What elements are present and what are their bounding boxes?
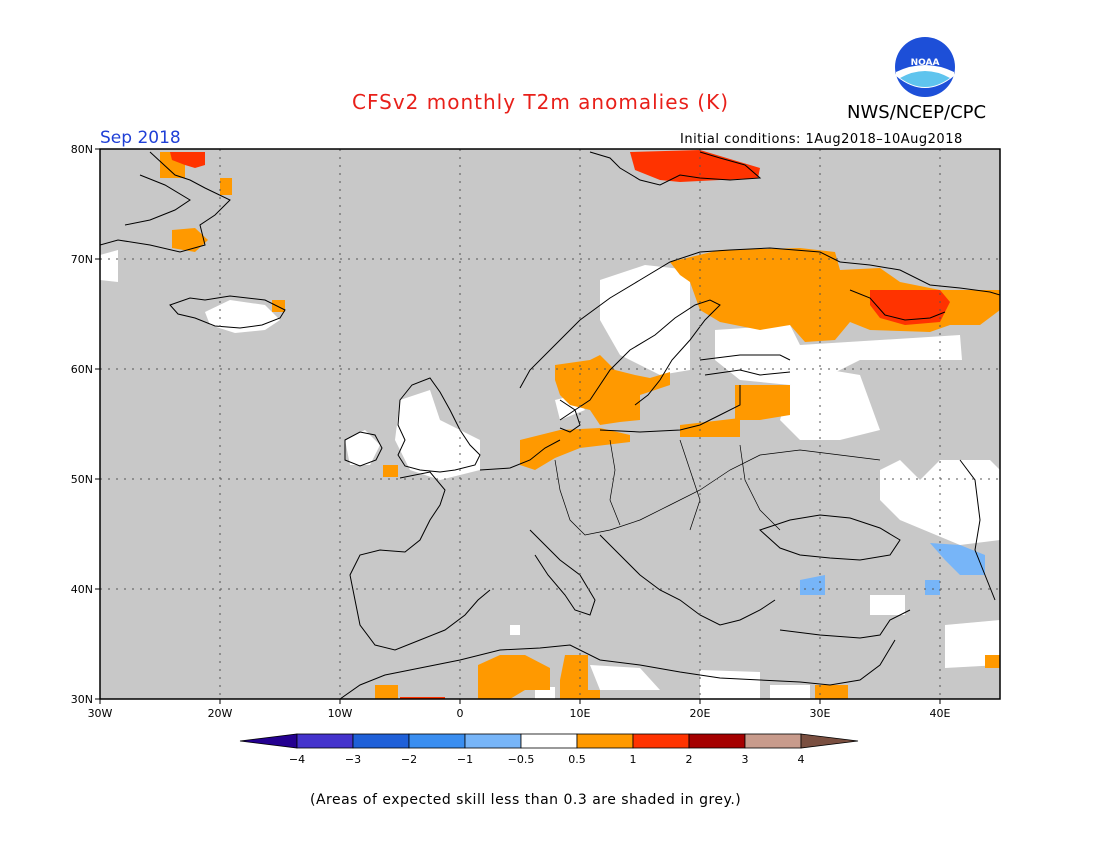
noaa-logo: NOAA: [895, 37, 955, 97]
lat-tick-label: 40N: [71, 583, 93, 596]
colorbar-label: −4: [289, 753, 305, 766]
graticule: [100, 149, 1000, 699]
lat-tick-label: 30N: [71, 693, 93, 706]
chart-title: CFSv2 monthly T2m anomalies (K): [352, 90, 729, 114]
lat-tick-labels: 80N 70N 60N 50N 40N 30N: [71, 143, 93, 706]
colorbar-label: 4: [798, 753, 805, 766]
lat-tick-label: 50N: [71, 473, 93, 486]
colorbar-label: −3: [345, 753, 361, 766]
svg-text:NOAA: NOAA: [911, 58, 940, 68]
forecast-month: Sep 2018: [100, 128, 181, 148]
cool-areas: [800, 543, 985, 595]
colorbar-label: 3: [742, 753, 749, 766]
colorbar: −4 −3 −2 −1 −0.5 0.5 1 2 3 4: [239, 733, 859, 766]
colorbar-label: 0.5: [568, 753, 586, 766]
agency-label: NWS/NCEP/CPC: [847, 102, 987, 123]
lon-tick-label: 10W: [328, 707, 353, 720]
lat-tick-label: 80N: [71, 143, 93, 156]
coastlines: [100, 151, 1000, 699]
lon-tick-label: 20W: [208, 707, 233, 720]
initial-conditions: Initial conditions: 1Aug2018–10Aug2018: [680, 132, 963, 147]
colorbar-label: 2: [686, 753, 693, 766]
colorbar-label: 1: [630, 753, 637, 766]
colorbar-label: −2: [401, 753, 417, 766]
lon-tick-label: 0: [457, 707, 464, 720]
colorbar-label: −1: [457, 753, 473, 766]
lat-tick-label: 70N: [71, 253, 93, 266]
lat-tick-label: 60N: [71, 363, 93, 376]
map-panel: 30W 20W 10W 0 10E 20E 30E 40E 80N 70N 60…: [71, 143, 1001, 720]
lon-tick-labels: 30W 20W 10W 0 10E 20E 30E 40E: [88, 707, 951, 720]
lon-tick-label: 40E: [930, 707, 951, 720]
lon-tick-label: 30E: [810, 707, 831, 720]
lon-tick-label: 20E: [690, 707, 711, 720]
skill-footnote: (Areas of expected skill less than 0.3 a…: [310, 792, 742, 808]
lon-tick-label: 10E: [570, 707, 591, 720]
lon-tick-label: 30W: [88, 707, 113, 720]
colorbar-label: −0.5: [508, 753, 535, 766]
